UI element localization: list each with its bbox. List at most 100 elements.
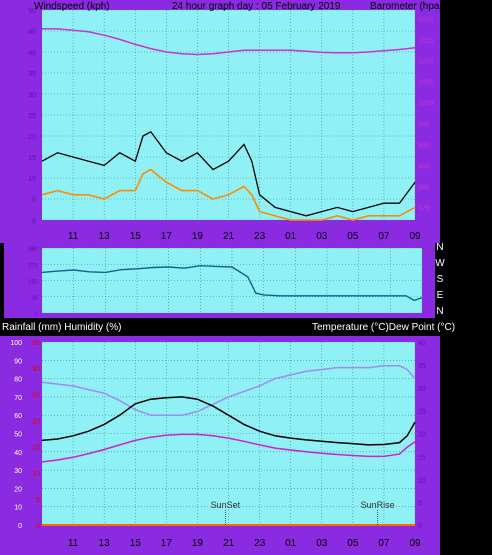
wind-y-tick-label: 40 <box>28 50 36 57</box>
compass-label: S <box>437 274 444 285</box>
compass-label: N <box>436 242 443 253</box>
direction-y-tick-label: 90 <box>31 296 38 302</box>
wind-x-tick-label: 19 <box>192 231 204 242</box>
barometer-y-tick-label: 1010 <box>418 58 434 65</box>
compass-label: N <box>436 306 443 317</box>
wind-y-tick-label: 35 <box>28 71 36 78</box>
barometer-y-tick-label: 1005 <box>418 79 434 86</box>
temp-x-tick-label: 23 <box>254 538 266 549</box>
annotation-sunrise: SunRise <box>361 500 395 510</box>
temp-x-tick-label: 09 <box>409 538 421 549</box>
humidity-y-tick-label: 40 <box>14 450 22 457</box>
rain-y-tick-label: 10 <box>32 471 40 478</box>
temperature-y-tick-label: 5 <box>418 500 422 507</box>
humidity-y-tick-label: 60 <box>14 413 22 420</box>
rain-y-tick-label: 25 <box>32 392 40 399</box>
direction-y-tick-label: 180 <box>28 280 39 286</box>
series-dew-point <box>41 433 416 463</box>
temp-x-tick-label: 21 <box>223 538 235 549</box>
barometer-y-tick-label: 990 <box>418 142 430 149</box>
series-wind-direction <box>41 264 423 302</box>
barometer-y-tick-label: 985 <box>418 163 430 170</box>
wind-y-tick-label: 45 <box>28 29 36 36</box>
wind-x-tick-label: 11 <box>68 231 79 242</box>
right-strip <box>440 0 492 555</box>
humidity-y-tick-label: 90 <box>14 358 22 365</box>
humidity-y-tick-label: 70 <box>14 395 22 402</box>
temperature-y-tick-label: 25 <box>418 409 426 416</box>
temp-x-tick-label: 17 <box>161 538 173 549</box>
wind-x-tick-label: 03 <box>316 231 328 242</box>
temperature-axis-title: Temperature (°C)Dew Point (°C) <box>312 322 455 333</box>
temperature-y-tick-label: 0 <box>418 523 422 530</box>
humidity-y-tick-label: 50 <box>14 432 22 439</box>
rain-y-tick-label: 5 <box>36 497 40 504</box>
wind-y-tick-label: 10 <box>28 176 36 183</box>
barometer-y-tick-label: 980 <box>418 184 430 191</box>
temp-x-tick-label: 07 <box>378 538 390 549</box>
wind-x-tick-label: 21 <box>223 231 235 242</box>
temp-x-tick-label: 15 <box>130 538 142 549</box>
chart-title: 24 hour graph day : 05 February 2019 <box>172 1 341 12</box>
temperature-y-tick-label: 35 <box>418 363 426 370</box>
direction-y-tick-label: 360 <box>28 247 39 253</box>
wind-x-tick-label: 15 <box>130 231 142 242</box>
rain-y-tick-label: 20 <box>32 418 40 425</box>
humidity-y-tick-label: 10 <box>14 505 22 512</box>
temp-x-tick-label: 05 <box>347 538 359 549</box>
temperature-y-tick-label: 40 <box>418 340 426 347</box>
wind-x-tick-label: 01 <box>285 231 297 242</box>
humidity-y-tick-label: 80 <box>14 377 22 384</box>
wind-y-tick-label: 25 <box>28 113 36 120</box>
barometer-y-tick-label: 1015 <box>418 37 434 44</box>
temp-x-tick-label: 13 <box>99 538 111 549</box>
wind-x-tick-label: 07 <box>378 231 390 242</box>
temp-x-tick-label: 03 <box>316 538 328 549</box>
humidity-y-tick-label: 30 <box>14 468 22 475</box>
direction-y-tick-label: 0 <box>35 312 39 318</box>
wind-y-tick-label: 15 <box>28 155 36 162</box>
rain-y-tick-label: 0 <box>36 523 40 530</box>
wind-y-tick-label: 30 <box>28 92 36 99</box>
temperature-y-tick-label: 10 <box>418 477 426 484</box>
barometer-y-tick-label: 975 <box>418 205 430 212</box>
wind-x-tick-label: 09 <box>409 231 421 242</box>
barometer-y-tick-label: 1020 <box>418 16 434 23</box>
series-barometer <box>42 28 416 56</box>
barometer-axis-title: Barometer (hpa) <box>370 1 443 12</box>
wind-axis-title: Windspeed (kph) <box>34 1 110 12</box>
rain-humidity-axis-title: Rainfall (mm) Humidity (%) <box>2 322 121 333</box>
temperature-y-tick-label: 20 <box>418 432 426 439</box>
temp-x-tick-label: 19 <box>192 538 204 549</box>
wind-x-tick-label: 17 <box>161 231 173 242</box>
series-humidity <box>41 365 416 416</box>
temp-x-tick-label: 11 <box>68 538 79 549</box>
rain-y-tick-label: 35 <box>32 340 40 347</box>
wind-y-tick-label: 0 <box>32 218 36 225</box>
series-temperature <box>41 396 416 446</box>
compass-label: E <box>437 290 444 301</box>
series-average <box>41 168 416 221</box>
barometer-y-tick-label: 1000 <box>418 100 434 107</box>
temperature-y-tick-label: 15 <box>418 454 426 461</box>
series-gust <box>41 130 416 217</box>
humidity-y-tick-label: 20 <box>14 486 22 493</box>
wind-y-tick-label: 50 <box>28 8 36 15</box>
temp-x-tick-label: 01 <box>285 538 297 549</box>
wind-y-tick-label: 20 <box>28 134 36 141</box>
compass-label: W <box>435 258 445 269</box>
humidity-y-tick-label: 100 <box>10 340 22 347</box>
rain-y-tick-label: 15 <box>32 445 40 452</box>
barometer-y-tick-label: 995 <box>418 121 430 128</box>
wind-x-tick-label: 23 <box>254 231 266 242</box>
humidity-y-tick-label: 0 <box>18 523 22 530</box>
wind-x-tick-label: 13 <box>99 231 111 242</box>
wind-y-tick-label: 5 <box>32 197 36 204</box>
temperature-y-tick-label: 30 <box>418 386 426 393</box>
annotation-sunset: SunSet <box>211 500 241 510</box>
wind-x-tick-label: 05 <box>347 231 359 242</box>
rain-y-tick-label: 30 <box>32 366 40 373</box>
direction-y-tick-label: 270 <box>28 263 39 269</box>
